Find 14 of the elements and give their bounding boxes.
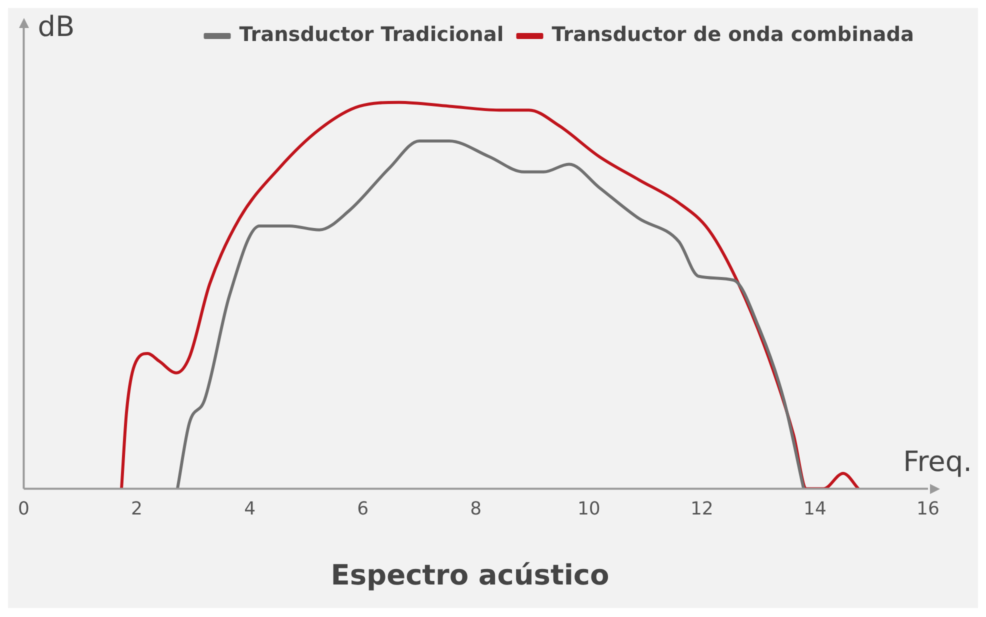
y-axis-title: dB [38,10,75,43]
legend-label: Transductor Tradicional [239,22,504,46]
x-tick-label: 16 [916,498,940,520]
x-tick-label: 2 [131,498,142,520]
x-tick-label: 6 [357,498,369,520]
x-tick-label: 4 [244,498,256,520]
x-tick-label: 12 [690,498,714,520]
x-tick-label: 10 [577,498,600,520]
x-axis-title: Freq. [903,444,972,478]
x-tick-label: 0 [18,498,30,520]
x-tick-label: 14 [804,498,826,520]
text: Espectro acústico [330,558,610,592]
legend-label: Transductor de onda combinada [552,22,914,46]
x-tick-label: 8 [470,498,482,520]
